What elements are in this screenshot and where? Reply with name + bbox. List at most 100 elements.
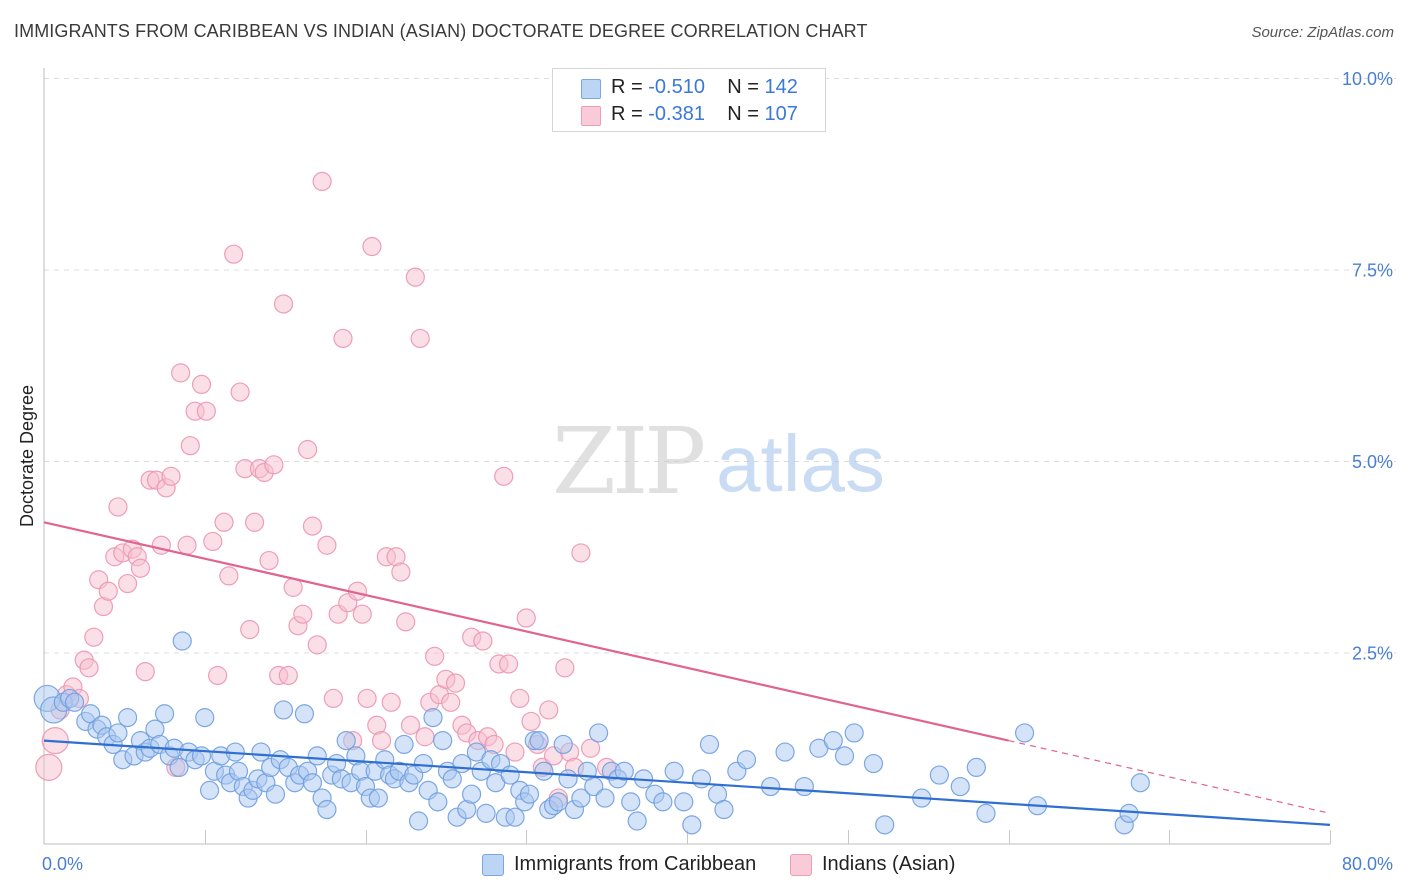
source-credit: Source: ZipAtlas.com xyxy=(1251,24,1394,41)
data-point-caribbean xyxy=(699,734,720,755)
data-point-indians-asian xyxy=(151,535,171,555)
data-point-indians-asian xyxy=(357,688,377,709)
data-point-caribbean xyxy=(929,765,949,785)
data-point-indians-asian xyxy=(35,753,63,782)
data-point-caribbean xyxy=(844,723,864,743)
data-point-indians-asian xyxy=(510,688,530,709)
data-point-caribbean xyxy=(823,730,843,751)
data-point-caribbean xyxy=(1130,773,1150,793)
data-point-indians-asian xyxy=(278,665,298,686)
data-point-caribbean xyxy=(394,734,414,755)
legend-label-indians: Indians (Asian) xyxy=(822,853,956,875)
y-tick-label: 5.0% xyxy=(1352,452,1393,472)
data-point-indians-asian xyxy=(84,627,104,647)
data-point-indians-asian xyxy=(259,550,279,571)
data-point-caribbean xyxy=(476,803,496,823)
data-point-caribbean xyxy=(307,746,327,766)
data-point-caribbean xyxy=(317,799,337,820)
x-tick-label-max: 80.0% xyxy=(1342,854,1393,874)
data-point-caribbean xyxy=(794,776,814,797)
data-point-indians-asian xyxy=(191,374,212,394)
trend-lines xyxy=(43,521,1331,826)
data-point-indians-asian xyxy=(214,512,234,532)
legend-label-caribbean: Immigrants from Caribbean xyxy=(514,853,757,875)
data-point-indians-asian xyxy=(302,516,323,536)
data-point-indians-asian xyxy=(208,665,228,686)
data-point-indians-asian xyxy=(203,531,223,552)
legend-swatch-blue xyxy=(482,854,504,876)
y-axis-label: Doctorate Degree xyxy=(17,385,37,527)
data-point-caribbean xyxy=(682,815,702,835)
data-point-indians-asian xyxy=(381,692,401,712)
data-point-indians-asian xyxy=(108,497,128,517)
data-point-indians-asian xyxy=(441,692,461,712)
data-point-indians-asian xyxy=(273,294,294,314)
data-point-indians-asian xyxy=(293,604,313,624)
data-point-caribbean xyxy=(251,742,271,762)
data-point-caribbean xyxy=(548,792,569,812)
data-point-indians-asian xyxy=(371,730,392,751)
data-point-caribbean xyxy=(336,730,356,751)
trendline-caribbean xyxy=(43,739,1331,826)
data-point-caribbean xyxy=(265,784,286,804)
data-point-caribbean xyxy=(714,799,734,820)
data-point-indians-asian xyxy=(391,562,411,582)
data-point-caribbean xyxy=(950,776,970,797)
legend-swatch-pink xyxy=(790,854,812,876)
data-point-caribbean xyxy=(834,746,855,766)
y-tick-label: 10.0% xyxy=(1342,69,1393,89)
data-point-caribbean xyxy=(519,784,540,804)
data-point-caribbean xyxy=(529,730,549,751)
watermark: ZIP atlas xyxy=(552,408,885,515)
data-point-caribbean xyxy=(500,765,520,785)
data-point-indians-asian xyxy=(307,635,327,655)
legend-n-label: N = xyxy=(727,103,765,125)
y-tick-labels: 2.5% 5.0% 7.5% 10.0% xyxy=(1342,69,1393,664)
data-point-indians-asian xyxy=(333,328,353,349)
data-point-caribbean xyxy=(428,792,448,812)
data-point-indians-asian xyxy=(98,581,118,601)
data-point-caribbean xyxy=(691,769,712,789)
data-point-indians-asian xyxy=(445,673,466,693)
legend-n-value: 107 xyxy=(764,103,798,125)
data-point-indians-asian xyxy=(505,742,525,762)
data-point-caribbean xyxy=(423,708,443,728)
data-point-indians-asian xyxy=(317,535,337,555)
data-point-indians-asian xyxy=(323,688,343,709)
data-point-indians-asian xyxy=(352,604,372,624)
data-point-indians-asian xyxy=(180,436,200,456)
data-point-caribbean xyxy=(588,723,609,743)
data-point-indians-asian xyxy=(244,512,265,532)
data-point-caribbean xyxy=(664,761,684,781)
data-point-indians-asian xyxy=(161,466,181,486)
data-point-indians-asian xyxy=(264,455,284,475)
series-legend: Immigrants from Caribbean Indians (Asian… xyxy=(0,850,1406,880)
legend-swatch-blue xyxy=(581,79,601,99)
legend-swatch-pink xyxy=(581,106,601,126)
data-point-caribbean xyxy=(433,730,453,751)
data-point-caribbean xyxy=(108,723,128,743)
data-point-indians-asian xyxy=(362,236,382,257)
legend-r-label: R = xyxy=(611,76,649,98)
data-point-indians-asian xyxy=(196,401,216,421)
data-point-caribbean xyxy=(199,780,220,800)
watermark-zip: ZIP xyxy=(552,408,703,515)
data-point-caribbean xyxy=(442,769,462,789)
data-point-caribbean xyxy=(294,704,315,724)
watermark-atlas: atlas xyxy=(716,419,885,508)
series-caribbean-points xyxy=(33,631,1150,835)
data-point-indians-asian xyxy=(171,363,191,383)
data-point-caribbean xyxy=(1119,803,1139,823)
data-point-caribbean xyxy=(653,792,673,812)
legend-r-label: R = xyxy=(611,103,649,125)
data-point-indians-asian xyxy=(521,711,541,732)
data-point-indians-asian xyxy=(298,439,318,460)
trendline-indians-asian-extension xyxy=(1008,740,1331,814)
data-point-caribbean xyxy=(976,803,996,823)
data-point-indians-asian xyxy=(410,328,430,349)
data-point-indians-asian xyxy=(79,658,99,678)
legend-n-label: N = xyxy=(727,76,765,98)
data-point-caribbean xyxy=(875,815,895,835)
data-point-caribbean xyxy=(674,792,694,812)
data-point-caribbean xyxy=(558,769,578,789)
